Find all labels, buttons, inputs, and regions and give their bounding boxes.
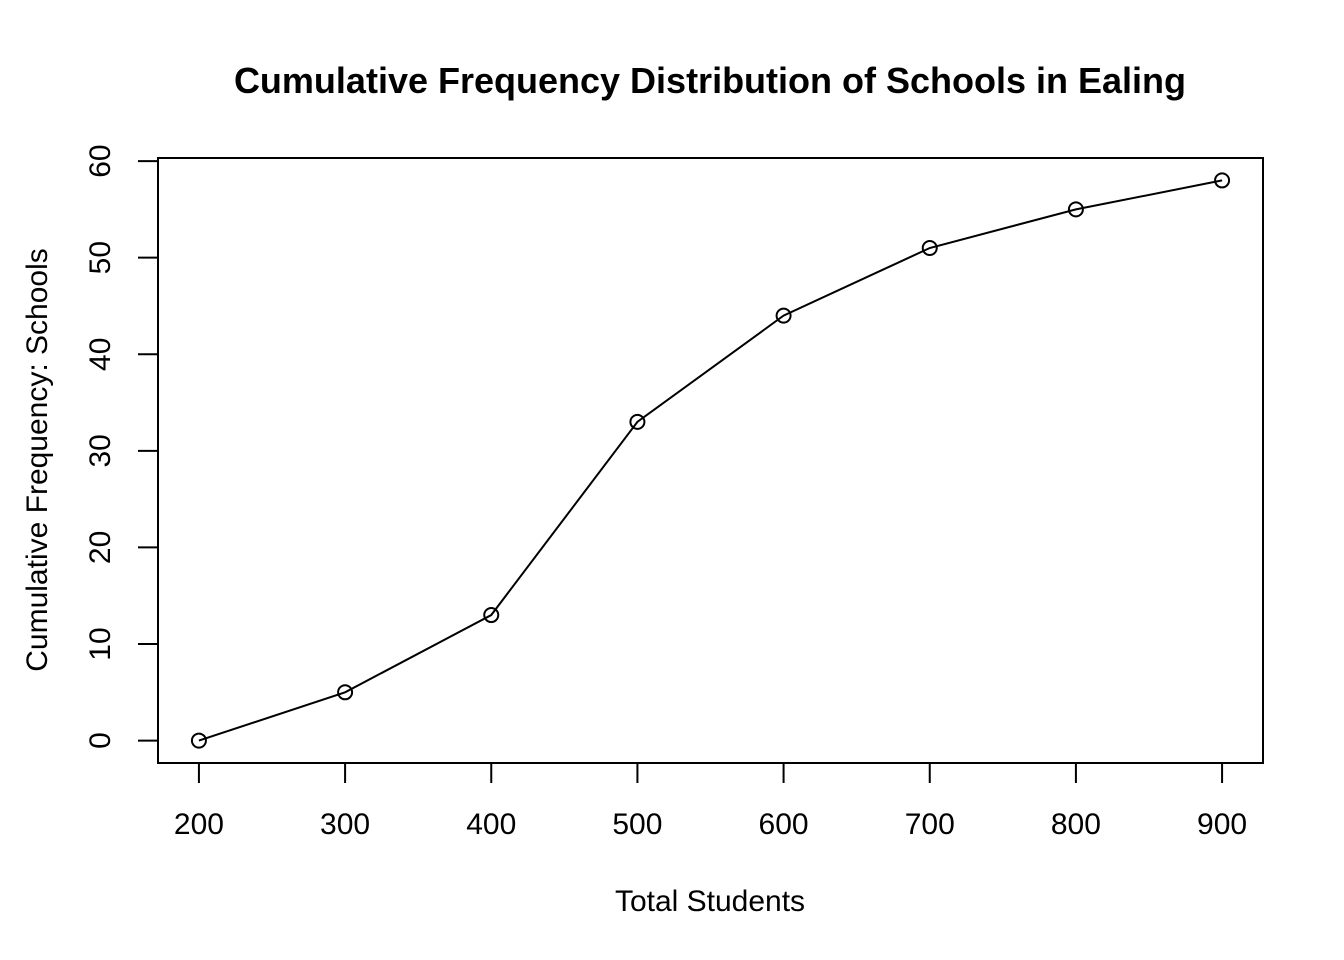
y-tick-label-40: 40	[84, 338, 117, 371]
y-tick-label-30: 30	[84, 434, 117, 467]
data-point-600	[775, 307, 792, 324]
y-tick-label-0: 0	[84, 732, 117, 749]
x-tick-label-900: 900	[1197, 808, 1247, 841]
chart-title: Cumulative Frequency Distribution of Sch…	[234, 60, 1186, 101]
x-axis: 200 300 400 500 600 700 800 900	[174, 763, 1247, 841]
y-tick-label-20: 20	[84, 531, 117, 564]
data-point-300	[337, 684, 354, 701]
data-point-500	[629, 413, 646, 430]
data-point-900	[1214, 172, 1231, 189]
y-tick-label-60: 60	[84, 144, 117, 177]
y-tick-label-50: 50	[84, 241, 117, 274]
x-axis-label: Total Students	[615, 885, 805, 918]
series-line	[198, 179, 1223, 742]
x-tick-label-800: 800	[1051, 808, 1101, 841]
y-axis-label: Cumulative Frequency: Schools	[21, 248, 54, 672]
data-point-800	[1067, 201, 1084, 218]
data-point-400	[483, 607, 500, 624]
plot-frame	[157, 157, 1264, 764]
x-tick-label-300: 300	[320, 808, 370, 841]
x-tick-label-500: 500	[612, 808, 662, 841]
data-points	[190, 172, 1231, 749]
y-axis: 0 10 20 30 40 50 60	[84, 144, 158, 749]
x-tick-label-700: 700	[905, 808, 955, 841]
y-tick-label-10: 10	[84, 627, 117, 660]
x-tick-label-400: 400	[466, 808, 516, 841]
x-tick-label-600: 600	[759, 808, 809, 841]
data-point-200	[190, 732, 207, 749]
data-point-700	[921, 240, 938, 257]
x-tick-label-200: 200	[174, 808, 224, 841]
